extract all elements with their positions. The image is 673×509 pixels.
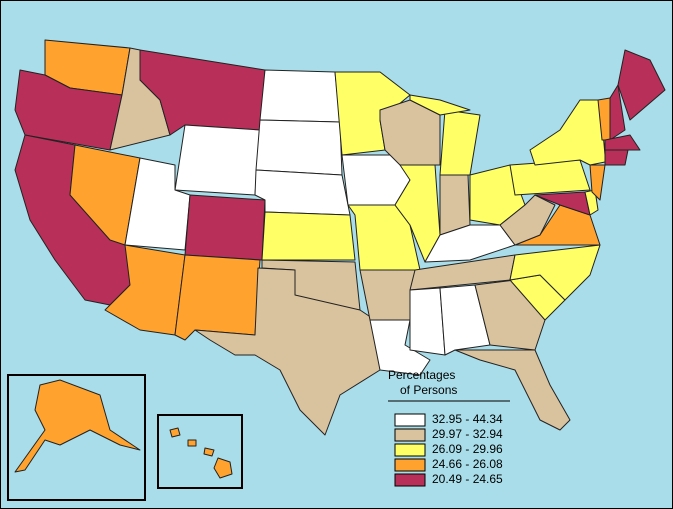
state: [187, 439, 197, 447]
state: [409, 287, 446, 356]
legend-swatch: [394, 473, 426, 487]
legend-label: 20.49 - 24.65: [432, 472, 503, 486]
state: [394, 164, 441, 263]
state: [254, 169, 351, 216]
legend-swatch: [394, 443, 426, 457]
state: [261, 211, 356, 261]
state: [509, 159, 591, 196]
state: [14, 379, 141, 473]
legend-swatch: [394, 458, 426, 472]
states: [14, 39, 666, 479]
legend-swatch: [394, 428, 426, 442]
legend-label: 24.66 - 26.08: [432, 457, 503, 471]
state: [439, 284, 491, 356]
legend-swatch: [394, 413, 426, 427]
state: [255, 119, 343, 176]
state: [69, 144, 141, 246]
legend-label: 32.95 - 44.34: [432, 412, 503, 426]
state: [617, 49, 666, 121]
alaska-inset: [7, 374, 146, 501]
legend-label: 29.97 - 32.94: [432, 427, 503, 441]
state: [174, 254, 261, 341]
state: [609, 84, 626, 141]
state: [213, 457, 233, 479]
state: [184, 194, 266, 261]
state: [409, 94, 471, 116]
hawaii-inset: [157, 414, 243, 489]
legend-title: Percentages: [388, 368, 455, 382]
legend-title: of Persons: [400, 383, 457, 397]
state: [169, 427, 181, 438]
state: [454, 349, 571, 431]
state: [174, 124, 261, 196]
state: [499, 194, 556, 246]
state: [259, 69, 341, 123]
state: [203, 447, 215, 457]
state: [194, 267, 381, 436]
legend-label: 26.09 - 29.96: [432, 442, 503, 456]
state: [534, 191, 591, 216]
state: [604, 149, 629, 166]
state: [509, 244, 601, 301]
state: [589, 164, 606, 201]
state: [604, 134, 641, 151]
